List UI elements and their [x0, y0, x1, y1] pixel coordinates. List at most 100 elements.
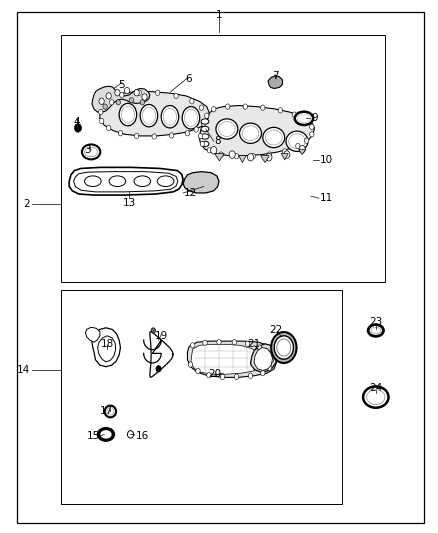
Text: 23: 23 [369, 318, 382, 327]
Circle shape [110, 100, 114, 105]
Circle shape [152, 134, 156, 139]
Circle shape [116, 100, 120, 105]
Circle shape [251, 154, 255, 159]
Circle shape [278, 108, 283, 113]
Circle shape [191, 343, 195, 348]
Polygon shape [251, 344, 277, 372]
Polygon shape [74, 172, 178, 192]
Circle shape [232, 340, 237, 345]
Ellipse shape [265, 130, 282, 145]
Text: 7: 7 [272, 71, 279, 80]
Ellipse shape [163, 108, 177, 125]
Circle shape [103, 104, 107, 109]
Circle shape [261, 370, 265, 376]
Circle shape [310, 124, 314, 130]
Polygon shape [187, 341, 277, 377]
Text: 22: 22 [269, 326, 283, 335]
Circle shape [296, 143, 300, 149]
Text: 14: 14 [17, 366, 30, 375]
Circle shape [120, 92, 124, 98]
Circle shape [99, 109, 103, 115]
Circle shape [134, 90, 139, 96]
Polygon shape [183, 172, 219, 193]
Text: 4: 4 [73, 117, 80, 126]
Text: 1: 1 [215, 10, 223, 20]
Circle shape [194, 127, 198, 132]
Ellipse shape [201, 134, 209, 139]
Circle shape [142, 94, 147, 100]
Polygon shape [215, 154, 224, 161]
Polygon shape [254, 348, 272, 370]
Text: 13: 13 [123, 198, 136, 207]
Circle shape [247, 154, 254, 161]
Text: 10: 10 [320, 155, 333, 165]
Circle shape [234, 154, 239, 159]
Circle shape [211, 147, 217, 154]
Circle shape [220, 374, 225, 379]
Text: 12: 12 [184, 188, 197, 198]
Circle shape [243, 104, 247, 109]
Polygon shape [85, 327, 100, 342]
Circle shape [174, 93, 178, 99]
Text: 19: 19 [155, 331, 168, 341]
Circle shape [188, 362, 193, 367]
Circle shape [267, 152, 272, 157]
Ellipse shape [157, 176, 174, 187]
Ellipse shape [368, 325, 384, 336]
Text: 15: 15 [87, 431, 100, 441]
Bar [61, 35, 385, 282]
Text: 2: 2 [23, 199, 30, 208]
Circle shape [257, 345, 261, 350]
Circle shape [190, 99, 194, 104]
Polygon shape [261, 156, 269, 163]
Circle shape [127, 431, 134, 438]
Circle shape [199, 105, 204, 110]
Circle shape [217, 340, 221, 345]
Circle shape [134, 133, 139, 139]
Circle shape [118, 131, 123, 136]
Ellipse shape [201, 119, 209, 124]
Circle shape [151, 328, 155, 333]
Polygon shape [92, 328, 120, 367]
Polygon shape [191, 344, 261, 374]
Text: 21: 21 [247, 339, 261, 349]
Circle shape [156, 366, 161, 372]
Polygon shape [299, 149, 306, 155]
Circle shape [226, 104, 230, 109]
Polygon shape [268, 76, 283, 88]
Circle shape [304, 138, 309, 143]
Polygon shape [281, 154, 288, 160]
Circle shape [198, 133, 203, 139]
Circle shape [207, 148, 212, 153]
Ellipse shape [242, 126, 259, 141]
Ellipse shape [289, 134, 305, 149]
Circle shape [302, 117, 307, 123]
Circle shape [124, 87, 130, 94]
Circle shape [229, 151, 235, 158]
Circle shape [99, 98, 104, 104]
Text: 5: 5 [118, 80, 125, 90]
Text: 3: 3 [84, 146, 91, 155]
Ellipse shape [201, 141, 209, 147]
Text: 8: 8 [215, 136, 221, 146]
Ellipse shape [121, 106, 134, 123]
Text: 11: 11 [320, 193, 333, 203]
Text: 16: 16 [136, 431, 149, 441]
Ellipse shape [297, 114, 311, 123]
Circle shape [201, 121, 206, 126]
Circle shape [200, 141, 205, 147]
Ellipse shape [85, 147, 98, 157]
Circle shape [137, 90, 141, 95]
Ellipse shape [107, 408, 114, 415]
Ellipse shape [82, 144, 100, 159]
Text: 9: 9 [311, 114, 318, 123]
Circle shape [261, 105, 265, 110]
Circle shape [170, 133, 174, 138]
Circle shape [106, 93, 111, 99]
Circle shape [203, 340, 207, 345]
Ellipse shape [277, 339, 291, 356]
Ellipse shape [119, 103, 137, 126]
Polygon shape [98, 336, 116, 362]
Ellipse shape [97, 427, 115, 442]
Ellipse shape [295, 111, 313, 125]
